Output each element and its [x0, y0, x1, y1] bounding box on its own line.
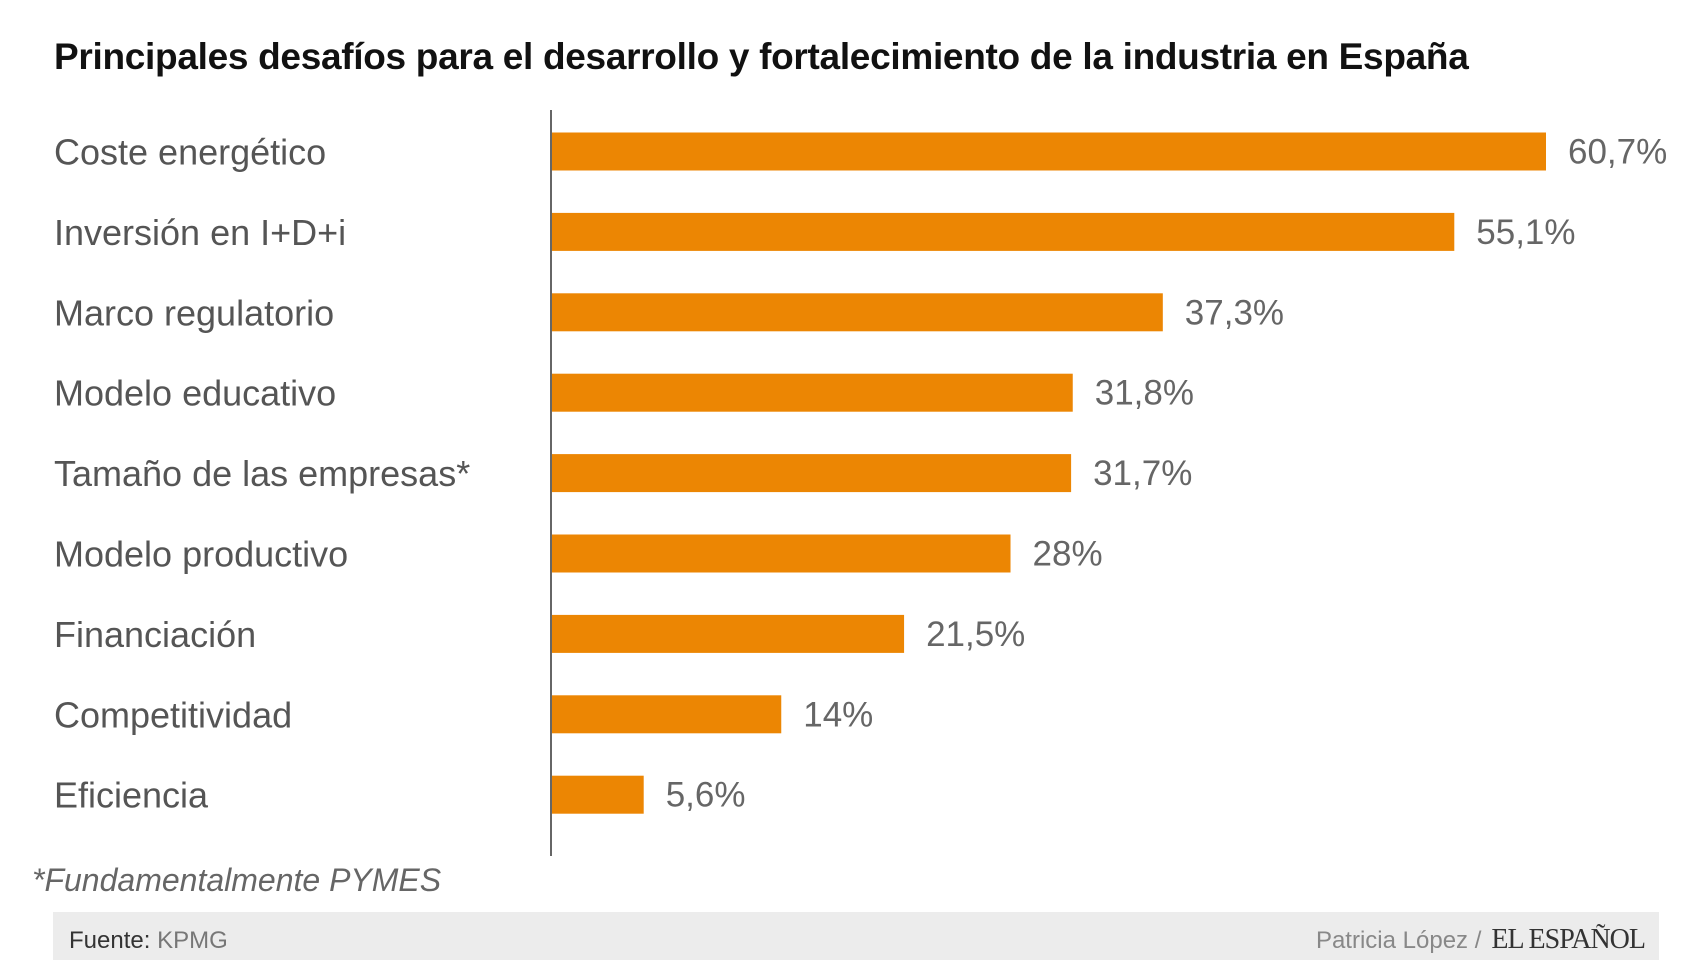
data-label: 31,7%	[1093, 454, 1192, 493]
category-label: Modelo productivo	[54, 534, 348, 575]
bar	[552, 695, 782, 734]
data-label: 55,1%	[1476, 213, 1575, 252]
category-label: Inversión en I+D+i	[54, 212, 346, 253]
footer: Fuente: KPMG Patricia López / EL ESPAÑOL	[53, 912, 1659, 960]
data-label: 28%	[1033, 535, 1103, 574]
category-label: Modelo educativo	[54, 373, 336, 414]
bar	[552, 614, 905, 653]
data-label: 60,7%	[1568, 133, 1667, 172]
chart-title: Principales desafíos para el desarrollo …	[54, 36, 1469, 77]
logo: EL ESPAÑOL	[1491, 924, 1646, 955]
category-label: Marco regulatorio	[54, 292, 334, 333]
category-label: Financiación	[54, 614, 256, 655]
source-label: Fuente:	[69, 927, 151, 954]
bar	[552, 454, 1072, 493]
bar	[552, 132, 1546, 171]
bar	[552, 534, 1011, 573]
author: Patricia López /	[1315, 927, 1482, 954]
source: Fuente: KPMG	[69, 927, 228, 955]
data-label: 21,5%	[926, 615, 1025, 654]
data-label: 31,8%	[1095, 374, 1194, 413]
category-label: Competitividad	[54, 694, 292, 735]
bar	[552, 373, 1073, 412]
data-label: 37,3%	[1185, 293, 1284, 332]
bar-chart: Coste energético 60,7% Inversión en I+D+i 5…	[54, 110, 1667, 856]
bar	[552, 212, 1455, 251]
footnote: *Fundamentalmente PYMES	[32, 862, 442, 898]
bar	[552, 293, 1163, 332]
data-label: 14%	[803, 695, 873, 734]
bar	[552, 775, 644, 814]
category-label: Coste energético	[54, 132, 326, 173]
category-label: Eficiencia	[54, 775, 209, 816]
credit: Patricia López / EL ESPAÑOL	[1315, 924, 1646, 956]
source-value: KPMG	[157, 927, 228, 954]
category-label: Tamaño de las empresas*	[54, 453, 470, 494]
data-label: 5,6%	[666, 776, 746, 815]
